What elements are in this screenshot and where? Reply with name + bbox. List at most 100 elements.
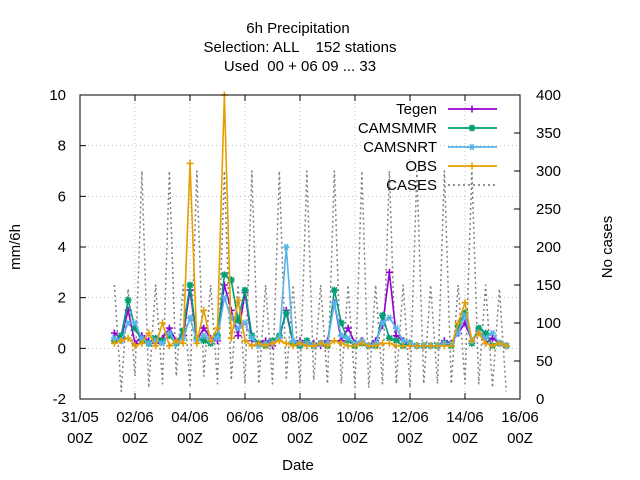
data-point-obs [344, 342, 352, 350]
x-axis-label: Date [282, 457, 314, 474]
data-point-obs [385, 339, 393, 347]
legend-label-cases: CASES [386, 177, 437, 194]
y2-tick-label: 350 [536, 125, 561, 142]
data-point-camsnrt [220, 294, 228, 302]
data-point-obs [131, 342, 139, 350]
data-point-obs [337, 339, 345, 347]
data-point-obs [241, 337, 249, 345]
data-point-camsnrt [200, 332, 208, 340]
data-point-camsnrt [337, 332, 345, 340]
data-point-camsnrt [165, 329, 173, 337]
data-point-camsmmr [234, 316, 242, 324]
data-point-obs [255, 339, 263, 347]
data-point-obs [392, 342, 400, 350]
data-point-obs [124, 334, 132, 342]
series-line-cases [113, 170, 507, 393]
grid-lines [79, 94, 521, 400]
x-tick-label-hour: 00Z [507, 430, 533, 447]
data-point-camsnrt [379, 319, 386, 327]
data-point-camsmmr [241, 286, 249, 294]
data-point-camsmmr [124, 296, 132, 304]
data-point-camsmmr [117, 332, 125, 340]
data-point-obs [475, 329, 483, 337]
data-point-obs [172, 337, 180, 345]
data-point-tegen [165, 324, 173, 332]
x-tick-label-hour: 00Z [232, 430, 258, 447]
data-point-obs [399, 342, 407, 350]
data-point-obs [200, 306, 208, 314]
data-point-obs [165, 342, 173, 350]
y2-tick-label: 300 [536, 163, 561, 180]
data-point-obs [152, 342, 160, 350]
data-point-camsnrt [131, 319, 139, 327]
data-point-obs [406, 342, 414, 350]
data-point-obs [502, 342, 510, 350]
data-point-obs [269, 339, 276, 347]
y-tick-label: 10 [49, 87, 66, 104]
data-point-tegen [385, 268, 393, 276]
series-layer [110, 91, 510, 393]
data-point-obs [447, 342, 455, 350]
data-point-camsmmr [227, 276, 235, 284]
data-point-camsmmr [159, 337, 166, 345]
data-point-obs [420, 342, 428, 350]
data-point-camsnrt [186, 314, 194, 322]
axes: 31/05 00Z 02/06 00Z 04/06 00Z 06/06 00Z 08/06 00Z… [49, 87, 561, 447]
data-point-camsmmr [248, 332, 256, 340]
series-line-obs [114, 94, 507, 347]
data-point-obs [310, 342, 318, 350]
data-point-camsnrt [344, 334, 352, 342]
data-point-obs [289, 342, 297, 350]
data-point-obs [495, 339, 503, 347]
data-point-obs [159, 319, 166, 327]
chart-title-line-1: 6h Precipitation [246, 20, 349, 37]
data-point-obs [440, 342, 448, 350]
data-point-camsnrt [159, 339, 166, 347]
data-point-camsmmr [475, 324, 483, 332]
data-point-camsnrt [489, 329, 496, 337]
data-point-obs [296, 339, 304, 347]
x-tick-label-hour: 00Z [122, 430, 148, 447]
data-point-camsmmr [131, 324, 139, 332]
data-point-camsmmr [482, 329, 490, 337]
data-point-obs [372, 342, 380, 350]
legend-marker-camsmmr [468, 124, 476, 132]
x-tick-label: 10/06 [336, 409, 374, 426]
data-point-camsmmr [152, 334, 160, 342]
data-point-obs [248, 342, 256, 350]
data-point-obs [434, 342, 441, 350]
x-tick-label: 12/06 [391, 409, 429, 426]
data-point-obs [379, 339, 386, 347]
x-tick-label: 04/06 [171, 409, 209, 426]
data-point-tegen [344, 324, 352, 332]
data-point-camsnrt [282, 243, 290, 251]
data-point-obs [110, 339, 118, 347]
data-point-obs [117, 337, 125, 345]
chart-title-line-3: Used 00 + 06 09 ... 33 [224, 58, 376, 75]
x-tick-label-hour: 00Z [452, 430, 478, 447]
data-point-obs [317, 339, 325, 347]
x-tick-label-hour: 00Z [67, 430, 93, 447]
legend-marker-tegen [468, 105, 476, 113]
data-point-obs [234, 296, 242, 304]
x-tick-label: 02/06 [116, 409, 154, 426]
data-point-camsnrt [214, 334, 221, 342]
x-tick-label-hour: 00Z [397, 430, 423, 447]
data-point-obs [303, 342, 311, 350]
y-tick-label: 0 [58, 340, 66, 357]
data-point-obs [193, 339, 201, 347]
data-point-camsmmr [344, 337, 352, 345]
x-tick-label: 14/06 [446, 409, 484, 426]
data-point-obs [275, 337, 283, 345]
x-tick-label: 06/06 [226, 409, 264, 426]
data-point-camsmmr [303, 337, 311, 345]
data-point-obs [138, 339, 146, 347]
data-point-camsnrt [289, 337, 297, 345]
data-point-obs [262, 342, 270, 350]
data-point-obs [324, 342, 331, 350]
data-point-tegen [220, 281, 228, 289]
x-tick-label: 16/06 [501, 409, 539, 426]
data-point-camsmmr [186, 281, 194, 289]
data-point-camsmmr [200, 337, 208, 345]
